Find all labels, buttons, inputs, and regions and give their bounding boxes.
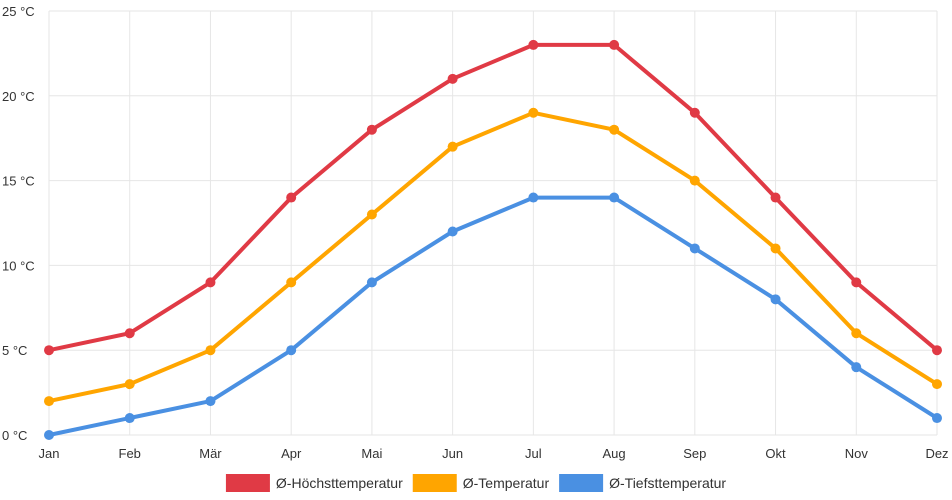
data-point[interactable] [932, 379, 942, 390]
x-axis-ticks: Jan Feb Mär Apr Mai Jun Jul Aug Sep Okt Nov Dez [39, 446, 949, 461]
legend-item[interactable]: Ø-Temperatur [412, 474, 550, 492]
y-axis-ticks: 0 °C 5 °C 10 °C 15 °C 20 °C 25 °C [2, 4, 35, 443]
data-point[interactable] [366, 277, 377, 288]
series-1 [44, 39, 942, 356]
data-point[interactable] [932, 345, 942, 356]
x-tick-label: Feb [119, 446, 141, 461]
y-tick-label: 20 °C [2, 89, 35, 104]
x-tick-label: Apr [281, 446, 302, 461]
data-point[interactable] [689, 243, 700, 254]
data-point[interactable] [770, 243, 781, 254]
data-point[interactable] [124, 328, 135, 339]
x-tick-label: Dez [925, 446, 948, 461]
data-point[interactable] [932, 413, 942, 424]
data-point[interactable] [286, 277, 297, 288]
data-point[interactable] [528, 39, 539, 50]
data-point[interactable] [609, 124, 620, 135]
data-point[interactable] [770, 294, 781, 305]
data-point[interactable] [366, 209, 377, 220]
y-tick-label: 15 °C [2, 174, 35, 189]
data-point[interactable] [609, 39, 620, 50]
data-point[interactable] [851, 362, 862, 373]
data-point[interactable] [205, 277, 216, 288]
x-tick-label: Mai [361, 446, 382, 461]
legend-swatch [412, 474, 457, 492]
y-tick-label: 0 °C [2, 428, 27, 443]
y-tick-label: 5 °C [2, 343, 27, 358]
data-point[interactable] [528, 192, 539, 203]
x-tick-label: Aug [603, 446, 626, 461]
data-point[interactable] [851, 328, 862, 339]
x-tick-label: Nov [845, 446, 869, 461]
data-point[interactable] [447, 226, 458, 237]
data-point[interactable] [286, 192, 297, 203]
data-point[interactable] [286, 345, 297, 356]
legend-swatch [225, 474, 270, 492]
data-point[interactable] [205, 396, 216, 407]
data-point[interactable] [528, 107, 539, 118]
series-3 [44, 192, 942, 440]
data-point[interactable] [44, 430, 54, 440]
series-line [47, 110, 939, 404]
data-point[interactable] [124, 413, 135, 424]
legend-item[interactable]: Ø-Höchsttemperatur [225, 474, 403, 492]
data-point[interactable] [44, 345, 54, 356]
x-tick-label: Okt [765, 446, 786, 461]
series-line [47, 195, 939, 437]
series-2 [44, 107, 942, 407]
legend-label: Ø-Höchsttemperatur [276, 475, 403, 491]
data-point[interactable] [609, 192, 620, 203]
legend-item[interactable]: Ø-Tiefsttemperatur [559, 474, 726, 492]
x-tick-label: Jan [39, 446, 60, 461]
legend: Ø-Höchsttemperatur Ø-Temperatur Ø-Tiefstte… [225, 474, 726, 492]
data-point[interactable] [770, 192, 781, 203]
data-point[interactable] [366, 124, 377, 135]
x-tick-label: Jun [442, 446, 463, 461]
legend-swatch [559, 474, 604, 492]
x-tick-label: Mär [199, 446, 222, 461]
data-point[interactable] [689, 175, 700, 186]
y-tick-label: 25 °C [2, 4, 35, 19]
data-point[interactable] [205, 345, 216, 356]
x-tick-label: Sep [683, 446, 706, 461]
grid [48, 10, 938, 436]
data-point[interactable] [124, 379, 135, 390]
data-point[interactable] [851, 277, 862, 288]
data-point[interactable] [689, 107, 700, 118]
legend-label: Ø-Tiefsttemperatur [609, 475, 726, 491]
series-line [47, 42, 939, 353]
y-tick-label: 10 °C [2, 258, 35, 273]
data-point[interactable] [447, 73, 458, 84]
x-tick-label: Jul [525, 446, 542, 461]
data-point[interactable] [44, 396, 54, 407]
data-point[interactable] [447, 141, 458, 152]
legend-label: Ø-Temperatur [463, 475, 550, 491]
series-lines [44, 39, 942, 440]
